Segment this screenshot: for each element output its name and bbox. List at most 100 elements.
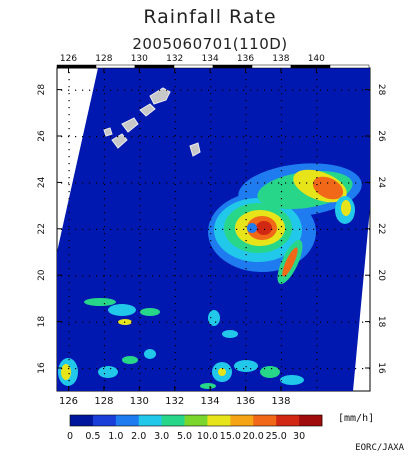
frame-segment <box>251 64 292 69</box>
lat-tick-label-right: 24 <box>376 177 386 189</box>
grid-dot <box>124 228 126 230</box>
grid-dot <box>61 182 63 184</box>
grid-dot <box>139 72 141 74</box>
grid-dot <box>103 359 106 361</box>
grid-dot <box>68 79 70 81</box>
grid-dot <box>174 79 176 81</box>
grid-dot <box>316 100 318 102</box>
grid-dot <box>145 182 147 184</box>
grid-dot <box>201 136 203 138</box>
grid-dot <box>174 156 176 158</box>
grid-dot <box>68 380 70 382</box>
grid-dot <box>131 321 133 323</box>
grid-dot <box>210 142 212 144</box>
grid-dot <box>243 368 245 370</box>
grid-dot <box>124 136 126 138</box>
grid-dot <box>139 114 141 116</box>
grid-dot <box>68 212 70 214</box>
grid-dot <box>316 156 318 158</box>
grid-dot <box>174 233 176 235</box>
grid-dot <box>194 182 196 184</box>
grid-dot <box>362 275 364 277</box>
grid-dot <box>222 321 224 323</box>
grid-dot <box>210 282 212 284</box>
grid-dot <box>96 182 98 184</box>
grid-dot <box>245 310 247 312</box>
grid-dot <box>278 89 280 91</box>
grid-dot <box>355 136 357 138</box>
grid-dot <box>316 387 318 389</box>
grid-dot <box>139 100 141 102</box>
grid-dot <box>280 338 283 340</box>
grid-dot <box>124 182 126 184</box>
grid-dot <box>180 368 182 370</box>
grid-dot <box>68 136 70 138</box>
frame-segment <box>290 64 331 69</box>
grid-dot <box>313 136 315 138</box>
grid-dot <box>139 226 141 228</box>
grid-dot <box>245 93 247 95</box>
grid-dot <box>173 89 175 91</box>
grid-dot <box>61 89 63 91</box>
grid-dot <box>210 86 212 88</box>
grid-dot <box>139 79 141 81</box>
grid-dot <box>285 182 287 184</box>
grid-dot <box>145 228 147 230</box>
grid-dot <box>210 359 212 361</box>
grid-dot <box>245 254 247 256</box>
lon-tick-label-top: 130 <box>131 54 148 64</box>
grid-dot <box>306 275 308 277</box>
colorbar-swatch <box>138 415 162 426</box>
grid-dot <box>316 331 318 333</box>
grid-dot <box>306 182 308 184</box>
lat-tick-label-left: 16 <box>37 362 47 374</box>
grid-dot <box>292 368 294 370</box>
grid-dot <box>159 321 161 323</box>
colorbar-label: 0 <box>67 431 73 442</box>
grid-dot <box>174 303 176 305</box>
frame-segment <box>173 64 214 69</box>
grid-dot <box>327 228 329 230</box>
grid-dot <box>299 228 301 230</box>
grid-dot <box>334 321 336 323</box>
grid-dot <box>139 345 141 347</box>
grid-dot <box>222 228 224 230</box>
grid-dot <box>210 184 212 186</box>
grid-dot <box>96 89 98 91</box>
grid-dot <box>61 275 63 277</box>
grid-dot <box>139 352 141 354</box>
grid-dot <box>271 89 273 91</box>
grid-dot <box>320 89 322 91</box>
grid-dot <box>210 296 212 298</box>
grid-dot <box>152 228 154 230</box>
grid-dot <box>215 321 217 323</box>
grid-dot <box>173 321 175 323</box>
grid-dot <box>103 72 106 74</box>
grid-dot <box>257 275 259 277</box>
grid-dot <box>124 368 126 370</box>
grid-dot <box>173 368 175 370</box>
grid-dot <box>362 368 364 370</box>
grid-dot <box>180 182 182 184</box>
grid-dot <box>103 324 106 326</box>
lon-tick-label-top: 128 <box>95 54 112 64</box>
grid-dot <box>139 254 141 256</box>
grid-dot <box>187 321 189 323</box>
grid-dot <box>166 321 168 323</box>
grid-dot <box>138 368 140 370</box>
grid-dot <box>103 177 106 179</box>
grid-dot <box>89 228 91 230</box>
grid-dot <box>250 89 252 91</box>
grid-dot <box>271 228 273 230</box>
grid-dot <box>103 107 106 109</box>
grid-dot <box>159 275 161 277</box>
grid-dot <box>103 233 106 235</box>
grid-dot <box>210 268 212 270</box>
lat-tick-label-left: 20 <box>37 269 47 281</box>
grid-dot <box>299 275 301 277</box>
grid-dot <box>210 317 212 319</box>
grid-dot <box>210 135 212 137</box>
grid-dot <box>236 182 238 184</box>
scattered-showers <box>58 298 304 389</box>
grid-dot <box>245 373 247 375</box>
